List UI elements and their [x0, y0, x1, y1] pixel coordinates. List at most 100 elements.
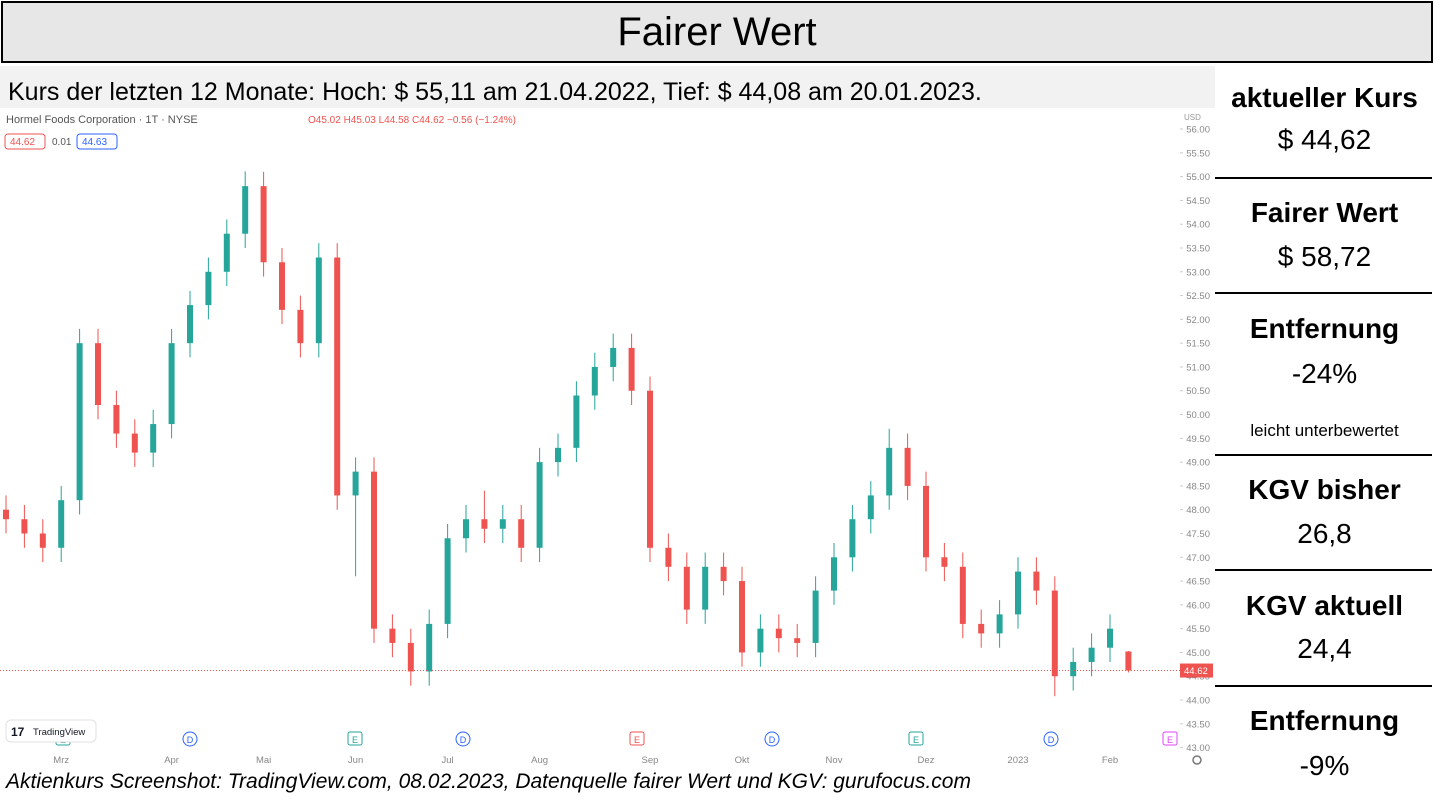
candle-body: [518, 519, 525, 548]
candle-body: [58, 500, 65, 548]
y-tick-label: 46.50: [1186, 577, 1210, 588]
candle-body: [978, 623, 985, 634]
separator: [1215, 569, 1432, 571]
y-tick-label: 53.50: [1186, 243, 1210, 254]
event-icon: [1162, 731, 1178, 746]
candle-body: [260, 186, 267, 263]
brand-badge: [5, 719, 97, 743]
quote-box: [4, 133, 46, 150]
candle-body: [242, 186, 249, 234]
candle-body: [279, 262, 285, 310]
event-icon: [908, 731, 924, 746]
event-icon: [764, 731, 780, 747]
candle-body: [39, 533, 46, 548]
event-icon: [347, 731, 363, 746]
event-label: E: [1167, 735, 1173, 745]
candle-body: [886, 447, 893, 496]
candle-body: [683, 566, 690, 610]
candle-body: [996, 614, 1003, 634]
subtitle: Kurs der letzten 12 Monate: Hoch: $ 55,1…: [0, 66, 1215, 108]
event-icon: [629, 731, 645, 746]
y-tick-label: 43.50: [1186, 719, 1210, 730]
quote-box: [76, 133, 118, 150]
y-tick-label: 55.00: [1186, 172, 1210, 183]
candle-body: [371, 471, 377, 629]
candle-body: [610, 347, 617, 367]
x-tick-label: Mai: [256, 755, 271, 766]
settings-icon: [1192, 755, 1202, 765]
candle-body: [739, 581, 745, 653]
candle-body: [76, 343, 83, 501]
y-tick-label: 52.00: [1186, 315, 1210, 326]
candle-body: [334, 257, 341, 496]
currency: USD: [1184, 113, 1201, 122]
candle-body: [1125, 651, 1132, 671]
brand-name: TradingView: [33, 727, 85, 738]
x-tick-label: Sep: [642, 755, 659, 766]
metric-label: aktueller Kurs: [1231, 82, 1418, 113]
metric-value: -9%: [1299, 750, 1350, 781]
y-tick-label: 51.00: [1186, 362, 1210, 373]
price-tag-label: 44.62: [1184, 666, 1208, 677]
candle-body: [499, 519, 506, 529]
candle-body: [1088, 647, 1095, 662]
y-tick-label: 47.00: [1186, 553, 1210, 564]
event-label: E: [913, 735, 919, 745]
y-tick-label: 49.00: [1186, 458, 1210, 469]
candle-body: [591, 366, 598, 396]
candle-body: [1033, 571, 1040, 591]
candle-body: [352, 471, 359, 496]
candle-body: [1015, 571, 1021, 615]
y-tick-label: 46.00: [1186, 600, 1210, 611]
footer: Aktienkurs Screenshot: TradingView.com, …: [6, 770, 971, 793]
candle-body: [113, 405, 120, 434]
candle-body: [1051, 590, 1058, 677]
candle-body: [775, 628, 782, 639]
x-tick-label: Dez: [918, 755, 935, 766]
separator: [1215, 177, 1432, 179]
candle-body: [959, 566, 966, 624]
y-tick-label: 45.00: [1186, 648, 1210, 659]
candle-body: [297, 309, 304, 344]
candle-body: [407, 642, 414, 672]
event-label: D: [769, 735, 776, 745]
candle-body: [481, 519, 488, 529]
y-tick-label: 54.00: [1186, 220, 1210, 231]
candle-body: [555, 447, 561, 463]
separator: [1215, 292, 1432, 294]
metric-value: $ 44,62: [1277, 124, 1372, 155]
chart-title: Hormel Foods Corporation · 1T · NYSE: [6, 114, 198, 126]
event-icon: [182, 731, 198, 747]
event-icon: [455, 731, 471, 747]
event-label: D: [187, 735, 194, 745]
candle-body: [941, 557, 948, 567]
candle-body: [21, 519, 28, 534]
candle-body: [702, 566, 709, 610]
candle-body: [831, 557, 837, 591]
metric-label: KGV aktuell: [1245, 590, 1404, 621]
x-tick-label: Jun: [348, 755, 363, 766]
candle-body: [757, 628, 764, 653]
metric-value: 24,4: [1297, 633, 1352, 664]
candle-body: [647, 390, 653, 548]
metric-value: 26,8: [1297, 518, 1352, 549]
x-tick-label: Mrz: [53, 755, 69, 766]
x-tick-label: 2023: [1007, 755, 1028, 766]
metric-label: KGV bisher: [1248, 474, 1401, 505]
candle-body: [444, 538, 451, 624]
x-tick-label: Apr: [164, 755, 179, 766]
metric-value: -24%: [1291, 358, 1358, 389]
y-tick-label: 44.00: [1186, 696, 1210, 707]
y-tick-label: 48.00: [1186, 505, 1210, 516]
candle-body: [812, 590, 819, 643]
separator: [1215, 454, 1432, 456]
candle-body: [3, 509, 9, 520]
x-tick-label: Okt: [735, 755, 750, 766]
metric-note: leicht unterbewertet: [1250, 421, 1399, 440]
candle-body: [389, 628, 396, 643]
y-tick-label: 48.50: [1186, 481, 1210, 492]
y-tick-label: 43.00: [1186, 743, 1210, 754]
price-tag: [1180, 663, 1213, 678]
y-tick-label: 52.50: [1186, 291, 1210, 302]
